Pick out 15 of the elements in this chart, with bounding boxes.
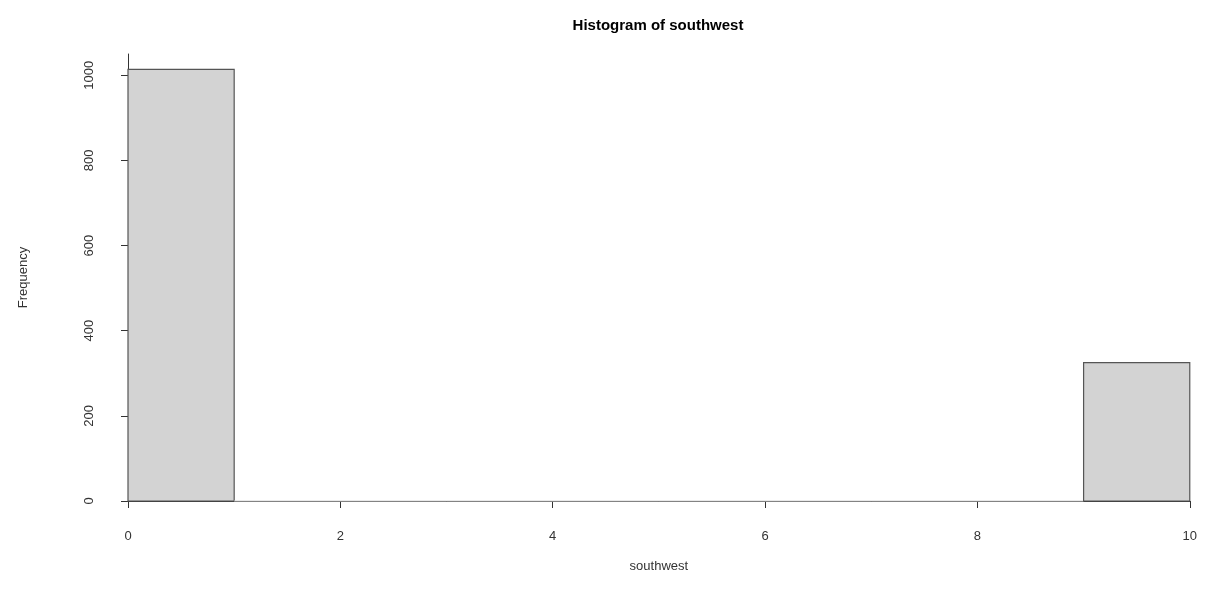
y-tick-label: 600 bbox=[81, 234, 96, 257]
x-tick-label: 10 bbox=[1182, 528, 1197, 543]
y-tick-label: 400 bbox=[81, 319, 96, 342]
chart-title: Histogram of southwest bbox=[572, 16, 744, 33]
y-tick-label: 1000 bbox=[81, 60, 96, 90]
y-tick-label: 0 bbox=[81, 497, 96, 505]
y-axis-title: Frequency bbox=[15, 246, 30, 309]
x-tick-label: 8 bbox=[973, 528, 982, 543]
x-axis-title: southwest bbox=[629, 558, 689, 573]
x-tick-label: 0 bbox=[124, 528, 132, 543]
x-tick-label: 2 bbox=[336, 528, 344, 543]
x-tick-label: 6 bbox=[761, 528, 769, 543]
y-tick-label: 800 bbox=[81, 149, 96, 172]
x-tick-label: 4 bbox=[549, 528, 557, 543]
y-tick-label: 200 bbox=[81, 405, 96, 427]
